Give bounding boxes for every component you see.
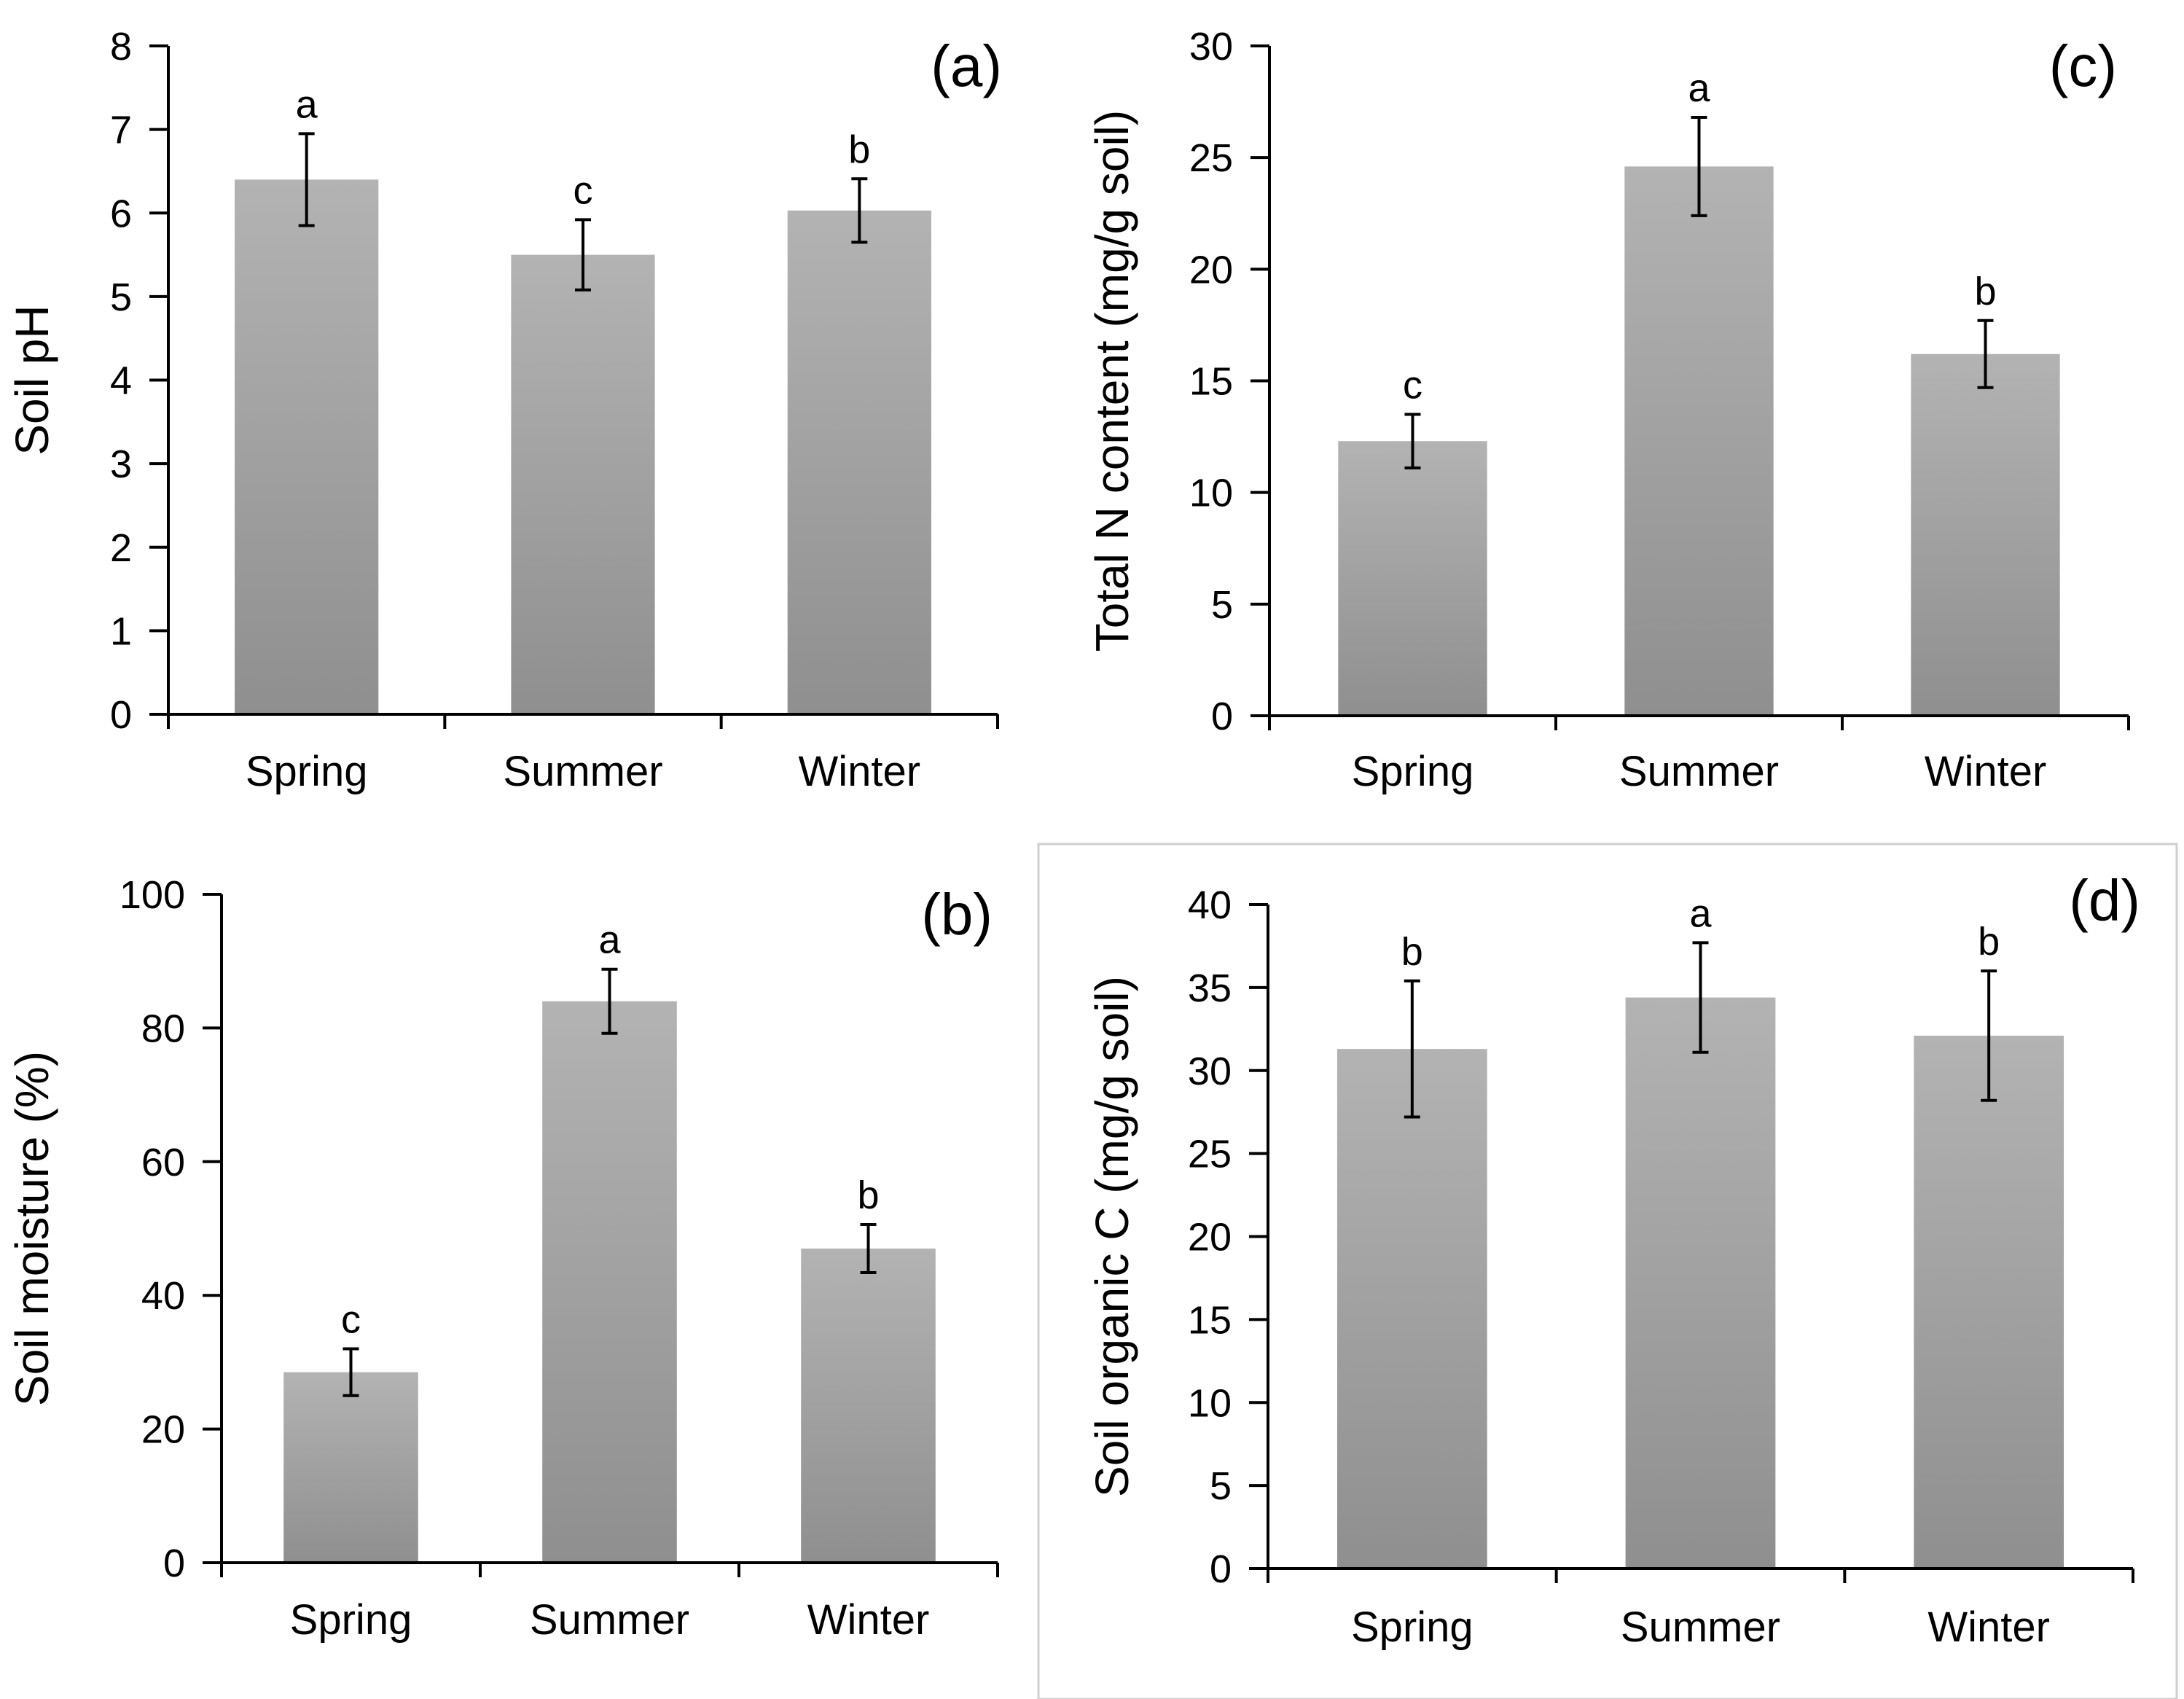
y-tick-label: 40	[141, 1274, 185, 1318]
bar-spring	[283, 1372, 418, 1563]
panel-d-frame	[1037, 843, 2178, 1699]
y-tick-label: 0	[1211, 695, 1233, 738]
error-bar-spring	[343, 1347, 359, 1397]
significance-letter: a	[296, 82, 318, 126]
y-tick-label: 0	[1210, 1547, 1232, 1591]
bar-spring	[235, 179, 379, 714]
bar-spring	[1336, 1049, 1487, 1569]
y-tick-label: 60	[141, 1141, 185, 1184]
bar-summer	[1624, 166, 1774, 716]
x-tick-label-winter: Winter	[1925, 748, 2047, 795]
significance-letter: c	[574, 168, 593, 212]
x-tick-label-summer: Summer	[1619, 748, 1779, 795]
significance-letter: c	[1403, 363, 1422, 407]
y-tick-label: 100	[120, 873, 185, 917]
y-tick-label: 80	[141, 1007, 185, 1050]
chart-panel-c: c Spring a Summer b Winter 0 5 10 15 20 25 30 Total N…	[1086, 25, 2130, 795]
significance-letter: a	[1688, 66, 1710, 110]
y-tick-label: 30	[1189, 25, 1233, 69]
error-bar-summer	[601, 967, 618, 1035]
y-tick-label: 10	[1189, 472, 1233, 515]
significance-letter: c	[341, 1298, 361, 1342]
error-bar-winter	[860, 1222, 877, 1275]
significance-letter: b	[1978, 920, 2000, 964]
y-tick-label: 6	[110, 192, 132, 235]
y-tick-label: 15	[1189, 360, 1233, 404]
y-axis-title: Soil moisture (%)	[6, 1051, 58, 1406]
x-tick-label-summer: Summer	[1621, 1604, 1780, 1651]
bar-winter	[1911, 354, 2060, 716]
y-tick-label: 10	[1188, 1381, 1232, 1425]
bar-winter	[787, 210, 931, 714]
error-bar-winter	[1981, 969, 1997, 1102]
error-bar-summer	[575, 218, 591, 292]
bar-summer	[1625, 997, 1776, 1569]
y-axis-title: Soil pH	[6, 305, 58, 455]
significance-letter: b	[857, 1173, 879, 1217]
x-tick-label-winter: Winter	[807, 1596, 930, 1644]
panel-label: (c)	[2049, 34, 2117, 98]
error-bar-summer	[1691, 116, 1707, 217]
bar-winter	[801, 1249, 936, 1563]
bar-winter	[1914, 1035, 2064, 1569]
x-tick-label-spring: Spring	[1351, 1604, 1473, 1651]
y-tick-label: 1	[110, 609, 132, 653]
significance-letter: a	[1689, 891, 1712, 935]
panel-label: (d)	[2069, 868, 2140, 933]
x-tick-label-winter: Winter	[1927, 1604, 2050, 1651]
y-tick-label: 15	[1188, 1298, 1232, 1342]
significance-letter: a	[598, 918, 621, 962]
y-tick-label: 2	[110, 526, 132, 570]
error-bar-winter	[851, 177, 868, 244]
y-tick-label: 25	[1189, 136, 1233, 180]
y-tick-label: 40	[1188, 883, 1232, 927]
significance-letter: b	[848, 128, 870, 171]
significance-letter: b	[1974, 270, 1996, 313]
y-tick-label: 7	[110, 109, 132, 152]
y-tick-label: 20	[1188, 1216, 1232, 1259]
y-tick-label: 35	[1188, 966, 1232, 1010]
y-tick-label: 5	[1210, 1464, 1232, 1508]
chart-panel-d: b Spring a Summer b Winter 0 5 10 15 20 25 30 35 40 Soi…	[1086, 868, 2140, 1651]
y-tick-label: 4	[110, 359, 132, 403]
chart-panel-a: a Spring c Summer b Winter 0 1 2 3 4 5 6 7 8 Soil pH (a)	[6, 25, 1002, 795]
x-tick-label-summer: Summer	[530, 1596, 689, 1644]
error-bar-spring	[1404, 979, 1420, 1119]
error-bar-spring	[1404, 413, 1421, 469]
x-tick-label-spring: Spring	[290, 1596, 412, 1644]
error-bar-spring	[298, 132, 315, 227]
x-tick-label-spring: Spring	[246, 748, 368, 795]
y-tick-label: 0	[110, 693, 132, 737]
error-bar-summer	[1692, 941, 1709, 1054]
y-tick-label: 0	[163, 1542, 185, 1585]
x-tick-label-summer: Summer	[503, 748, 662, 795]
bar-summer	[511, 254, 655, 714]
y-tick-label: 5	[110, 276, 132, 319]
y-axis-title: Soil organic C (mg/g soil)	[1086, 976, 1138, 1497]
panel-label: (a)	[931, 34, 1002, 98]
y-tick-label: 30	[1188, 1050, 1232, 1093]
bar-spring	[1338, 441, 1487, 716]
y-tick-label: 8	[110, 25, 132, 69]
y-tick-label: 20	[141, 1408, 185, 1452]
significance-letter: b	[1401, 930, 1423, 974]
chart-panel-b: c Spring a Summer b Winter 0 20 40 60 80 100 Soil mo…	[6, 873, 999, 1644]
y-tick-label: 20	[1189, 248, 1233, 292]
y-tick-label: 3	[110, 442, 132, 486]
y-axis-title: Total N content (mg/g soil)	[1086, 110, 1138, 652]
error-bar-winter	[1977, 319, 1994, 389]
y-tick-label: 25	[1188, 1133, 1232, 1176]
x-tick-label-spring: Spring	[1352, 748, 1474, 795]
bar-summer	[542, 1001, 677, 1563]
panel-label: (b)	[921, 882, 993, 947]
y-tick-label: 5	[1211, 583, 1233, 627]
x-tick-label-winter: Winter	[799, 748, 921, 795]
